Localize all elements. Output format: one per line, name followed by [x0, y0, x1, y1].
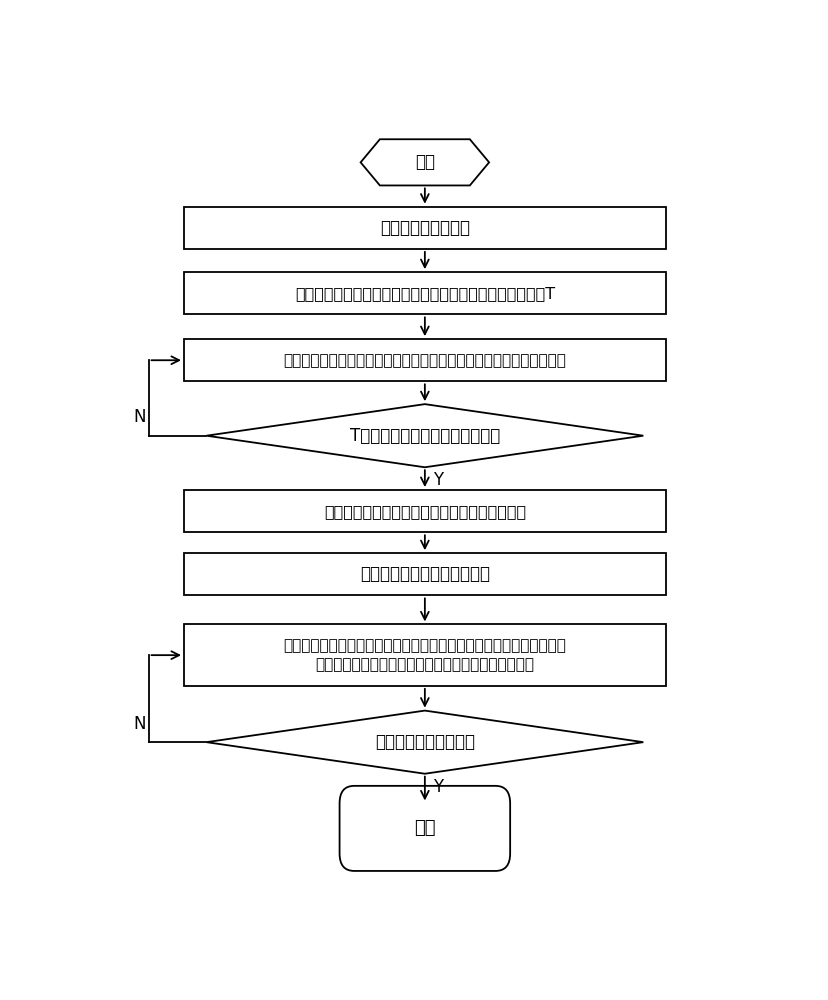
- Text: 下线全体激活执行体，这些执行体不参与新一轮激活，然后按照可信度
大小顺序，激活若干线下执行体，重置激活时效计时器: 下线全体激活执行体，这些执行体不参与新一轮激活，然后按照可信度 大小顺序，激活若…: [283, 638, 566, 673]
- Text: Y: Y: [432, 471, 442, 489]
- Bar: [184, 624, 665, 686]
- Text: 结束: 结束: [414, 819, 435, 837]
- Text: Y: Y: [432, 778, 442, 796]
- Bar: [184, 490, 665, 532]
- Text: 按照可信度大小顺序，激活若干执行体，开启激活时效计时T: 按照可信度大小顺序，激活若干执行体，开启激活时效计时T: [295, 286, 554, 301]
- Bar: [184, 339, 665, 381]
- Text: 执行体可信度初始化: 执行体可信度初始化: [379, 219, 469, 237]
- Text: 出现异常的执行体下线停止运行，修改其可信度: 出现异常的执行体下线停止运行，修改其可信度: [324, 504, 525, 519]
- FancyBboxPatch shape: [339, 786, 509, 871]
- Text: 选取可信度最高的激活执行体作为主执行体，剩余为激活执行体为参考: 选取可信度最高的激活执行体作为主执行体，剩余为激活执行体为参考: [283, 353, 566, 368]
- Text: N: N: [132, 408, 145, 426]
- Bar: [184, 272, 665, 314]
- Bar: [184, 207, 665, 249]
- Polygon shape: [206, 711, 643, 774]
- Bar: [184, 553, 665, 595]
- Polygon shape: [360, 139, 489, 185]
- Text: 是否终止动态调度系统: 是否终止动态调度系统: [374, 733, 474, 751]
- Text: T时间内激活执行体是否出现异常: T时间内激活执行体是否出现异常: [349, 427, 499, 445]
- Text: 激活可信度最高的线下执行体: 激活可信度最高的线下执行体: [359, 565, 489, 583]
- Text: 开始: 开始: [414, 153, 435, 171]
- Polygon shape: [206, 404, 643, 467]
- Text: N: N: [132, 715, 145, 733]
